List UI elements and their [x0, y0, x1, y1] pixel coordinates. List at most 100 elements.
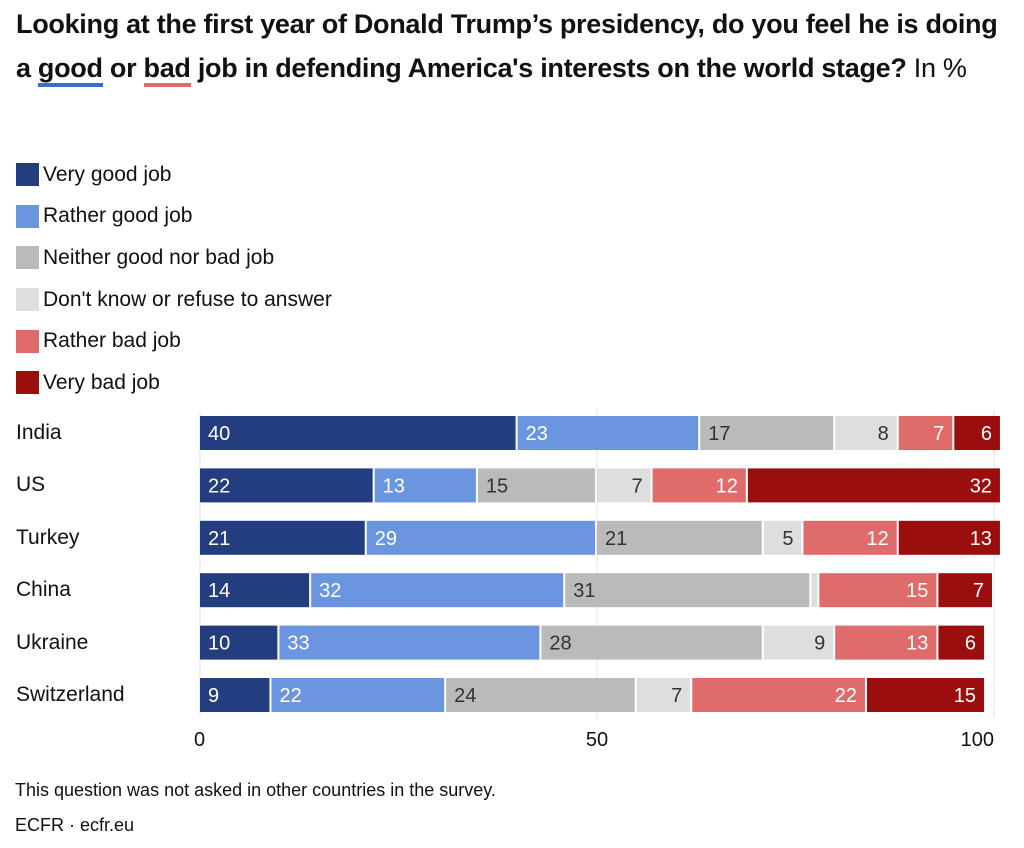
data-label: 29	[375, 528, 397, 550]
data-label: 6	[965, 633, 976, 655]
data-label: 32	[970, 475, 992, 497]
legend-item: Very good job	[16, 154, 332, 196]
bar-segment	[866, 678, 985, 712]
category-label: India	[16, 421, 62, 444]
bar-segment	[200, 416, 516, 450]
legend-label: Don't know or refuse to answer	[43, 287, 332, 311]
bar-segment	[938, 573, 992, 608]
data-label: 7	[933, 423, 944, 445]
bar-segment	[311, 573, 564, 608]
category-label: US	[16, 473, 46, 497]
data-label: 23	[526, 423, 548, 445]
category-label: Ukraine	[16, 630, 89, 654]
legend-swatch	[16, 329, 39, 353]
bar-segment	[811, 573, 818, 608]
bar-segment	[374, 468, 476, 503]
title-bad-underlined: bad	[143, 53, 191, 87]
bar-segment	[763, 625, 834, 660]
category-label: China	[16, 578, 71, 602]
title-good-underlined: good	[37, 53, 103, 87]
legend-label: Very good job	[43, 162, 172, 186]
legend-label: Very bad job	[43, 370, 160, 394]
bar-segment	[803, 520, 897, 555]
data-label: 33	[287, 633, 309, 655]
bar-segment	[898, 416, 953, 450]
legend-swatch	[16, 163, 39, 187]
legend-label: Rather bad job	[43, 329, 181, 353]
bar-segment	[446, 678, 635, 712]
data-label: 15	[954, 685, 976, 707]
data-label: 24	[454, 685, 476, 707]
data-label: 8	[878, 423, 889, 445]
legend-swatch	[16, 204, 39, 228]
bar-segment	[954, 416, 1000, 450]
bar-segment	[517, 416, 699, 450]
legend-label: Neither good nor bad job	[43, 245, 275, 269]
bar-segment	[652, 468, 746, 503]
data-label: 12	[866, 528, 888, 550]
data-label: 15	[486, 475, 508, 497]
legend-label: Rather good job	[43, 204, 193, 228]
footnote: This question was not asked in other cou…	[15, 780, 496, 800]
bar-segment	[835, 625, 937, 660]
data-label: 13	[970, 528, 992, 550]
legend-swatch	[16, 288, 39, 312]
bar-segment	[200, 625, 278, 660]
data-label: 15	[906, 580, 928, 602]
data-label: 22	[279, 685, 301, 707]
data-label: 17	[708, 423, 730, 445]
data-label: 6	[981, 423, 992, 445]
data-label: 28	[549, 633, 571, 655]
category-label: Turkey	[16, 525, 80, 549]
title-unit: In %	[906, 53, 967, 83]
data-label: 9	[208, 685, 219, 707]
bar-segment	[700, 416, 834, 450]
bar-segment	[636, 678, 691, 712]
bar-segment	[692, 678, 865, 712]
data-label: 21	[208, 528, 230, 550]
data-label: 7	[631, 475, 642, 497]
data-label: 7	[671, 685, 682, 707]
bar-segment	[366, 520, 595, 555]
data-label: 32	[319, 580, 341, 602]
data-label: 10	[208, 633, 230, 655]
bar-segment	[597, 468, 651, 503]
bar-segment	[565, 573, 810, 608]
bar-segment	[819, 573, 937, 608]
x-tick-label: 0	[194, 729, 205, 751]
bar-segment	[279, 625, 540, 660]
bar-segment	[200, 573, 310, 608]
legend-item: Rather good job	[16, 196, 332, 238]
data-label: 21	[605, 528, 627, 550]
legend-item: Don't know or refuse to answer	[16, 279, 332, 321]
data-label: 22	[208, 475, 230, 497]
legend-item: Very bad job	[16, 362, 332, 404]
bar-segment	[763, 520, 802, 555]
data-label: 12	[716, 475, 738, 497]
chart-title: Looking at the first year of Donald Trum…	[16, 2, 1016, 90]
data-label: 14	[208, 580, 230, 602]
data-label: 40	[208, 423, 230, 445]
legend-item: Rather bad job	[16, 320, 332, 362]
legend-swatch	[16, 371, 39, 395]
data-label: 31	[573, 580, 595, 602]
bar-segment	[200, 520, 365, 555]
x-tick-label: 100	[961, 729, 994, 751]
data-label: 22	[835, 685, 857, 707]
bar-segment	[898, 520, 1000, 555]
bar-segment	[541, 625, 762, 660]
legend: Very good job Rather good job Neither good…	[16, 154, 332, 404]
data-label: 7	[973, 580, 984, 602]
bar-segment	[477, 468, 595, 503]
bar-segment	[597, 520, 762, 555]
bar-segment	[747, 468, 1000, 503]
data-label: 13	[383, 475, 405, 497]
source-credit: ECFR · ecfr.eu	[15, 815, 135, 835]
data-label: 9	[814, 633, 825, 655]
legend-swatch	[16, 246, 39, 270]
bar-segment	[271, 678, 445, 712]
bar-segment	[200, 468, 373, 503]
x-tick-label: 50	[586, 729, 608, 751]
data-label: 13	[906, 633, 928, 655]
